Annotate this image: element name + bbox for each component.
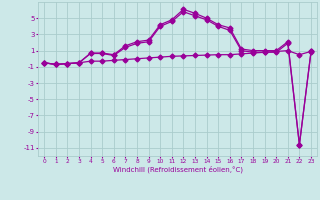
X-axis label: Windchill (Refroidissement éolien,°C): Windchill (Refroidissement éolien,°C)	[113, 166, 243, 173]
